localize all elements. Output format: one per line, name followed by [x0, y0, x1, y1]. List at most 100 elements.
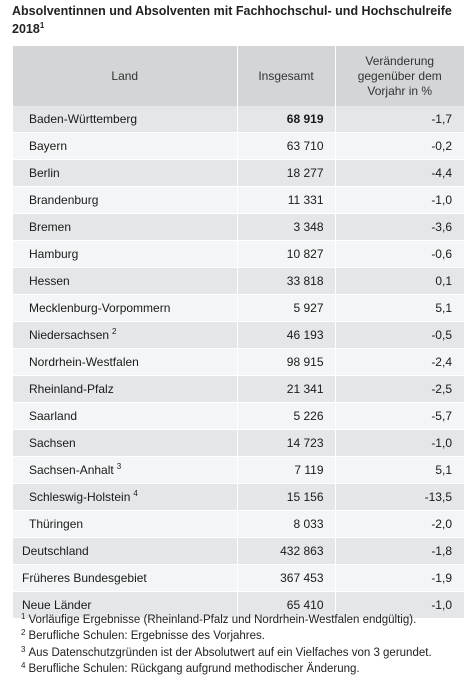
table-title-text: Absolventinnen und Absolventen mit Fachh…: [12, 4, 452, 36]
land-name: Sachsen-Anhalt: [29, 463, 114, 477]
cell-land: Hessen: [13, 267, 237, 295]
cell-insgesamt: 14 723: [236, 429, 335, 457]
cell-land: Brandenburg: [13, 186, 237, 214]
table-row: Sachsen-Anhalt 3 7 119 5,1: [13, 456, 464, 484]
cell-land: Nordrhein-Westfalen: [13, 348, 237, 376]
land-name: Berlin: [29, 166, 60, 180]
footnote-number: 4: [21, 660, 26, 670]
table-row: Saarland 5 226 -5,7: [13, 402, 464, 430]
cell-change: 5,1: [334, 294, 464, 322]
table-title: Absolventinnen und Absolventen mit Fachh…: [12, 2, 467, 38]
cell-land: Niedersachsen 2: [13, 321, 237, 349]
cell-change: -5,7: [334, 402, 464, 430]
title-footnote-ref: 1: [39, 21, 45, 30]
cell-change: -2,0: [334, 510, 464, 538]
land-name: Saarland: [29, 409, 78, 423]
cell-insgesamt: 5 927: [236, 294, 335, 322]
table-row: Hessen 33 818 0,1: [13, 267, 464, 295]
table-row: Rheinland-Pfalz 21 341 -2,5: [13, 375, 464, 403]
cell-insgesamt: 3 348: [236, 213, 335, 241]
cell-insgesamt: 432 863: [236, 537, 335, 565]
footnote-text: Berufliche Schulen: Ergebnisse des Vorja…: [28, 630, 265, 643]
table-row: Thüringen 8 033 -2,0: [13, 510, 464, 538]
cell-land: Deutschland: [13, 537, 237, 565]
cell-change: 5,1: [334, 456, 464, 484]
land-name: Niedersachsen: [29, 328, 110, 342]
cell-insgesamt: 15 156: [236, 483, 335, 511]
land-name: Deutschland: [22, 544, 89, 558]
cell-change: 0,1: [334, 267, 464, 295]
cell-change: -3,6: [334, 213, 464, 241]
land-name: Neue Länder: [22, 598, 92, 612]
cell-insgesamt: 11 331: [236, 186, 335, 214]
cell-land: Bayern: [13, 132, 237, 160]
table-row: Hamburg 10 827 -0,6: [13, 240, 464, 268]
cell-land: Sachsen-Anhalt 3: [13, 456, 237, 484]
cell-land: Mecklenburg-Vorpommern: [13, 294, 237, 322]
land-name: Baden-Württemberg: [29, 112, 138, 126]
cell-land: Hamburg: [13, 240, 237, 268]
cell-insgesamt: 21 341: [236, 375, 335, 403]
cell-insgesamt: 10 827: [236, 240, 335, 268]
cell-land: Baden-Württemberg: [13, 106, 237, 133]
cell-change: -4,4: [334, 159, 464, 187]
table-row: Schleswig-Holstein 4 15 156 -13,5: [13, 483, 464, 511]
cell-change: -13,5: [334, 483, 464, 511]
cell-insgesamt: 7 119: [236, 456, 335, 484]
land-name: Thüringen: [29, 517, 84, 531]
cell-change: -0,6: [334, 240, 464, 268]
header-change: Veränderung gegenüber dem Vorjahr in %: [334, 46, 464, 106]
land-name: Hessen: [29, 274, 70, 288]
cell-land: Rheinland-Pfalz: [13, 375, 237, 403]
footnote-text: Berufliche Schulen: Rückgang aufgrund me…: [28, 662, 360, 675]
table-row: Berlin 18 277 -4,4: [13, 159, 464, 187]
cell-change: -2,5: [334, 375, 464, 403]
table-row: Deutschland 432 863 -1,8: [13, 537, 464, 565]
footnote: 1 Vorläufige Ergebnisse (Rheinland-Pfalz …: [21, 612, 466, 628]
cell-change: -1,0: [334, 429, 464, 457]
footnote-text: Aus Datenschutzgründen ist der Absolutwe…: [28, 646, 432, 659]
land-name: Bayern: [29, 139, 68, 153]
cell-change: -0,2: [334, 132, 464, 160]
cell-land: Bremen: [13, 213, 237, 241]
header-insgesamt: Insgesamt: [236, 46, 335, 106]
cell-insgesamt: 5 226: [236, 402, 335, 430]
cell-change: -1,9: [334, 564, 464, 592]
table-body: Baden-Württemberg 68 919 -1,7 Bayern 63 710-…: [13, 106, 464, 619]
table-row: Bremen 3 348 -3,6: [13, 213, 464, 241]
land-name: Bremen: [29, 220, 72, 234]
header-land: Land: [13, 46, 237, 106]
land-name: Rheinland-Pfalz: [29, 382, 114, 396]
table-row: Niedersachsen 2 46 193 -0,5: [13, 321, 464, 349]
cell-insgesamt: 33 818: [236, 267, 335, 295]
land-name: Nordrhein-Westfalen: [29, 355, 139, 369]
cell-land: Früheres Bundesgebiet: [13, 564, 237, 592]
land-name: Früheres Bundesgebiet: [22, 571, 147, 585]
cell-change: -1,0: [334, 186, 464, 214]
table-row: Nordrhein-Westfalen 98 915 -2,4: [13, 348, 464, 376]
cell-insgesamt: 18 277: [236, 159, 335, 187]
table-row: Sachsen 14 723 -1,0: [13, 429, 464, 457]
cell-change: -0,5: [334, 321, 464, 349]
table-row: Brandenburg 11 331 -1,0: [13, 186, 464, 214]
cell-change: -1,7: [334, 106, 464, 133]
land-name: Mecklenburg-Vorpommern: [29, 301, 171, 315]
footnote-ref: 3: [116, 462, 122, 471]
header-change-text: Veränderung gegenüber dem Vorjahr in %: [357, 53, 442, 98]
cell-insgesamt: 98 915: [236, 348, 335, 376]
cell-land: Berlin: [13, 159, 237, 187]
cell-land: Neue Länder: [13, 591, 237, 619]
footnote-number: 1: [21, 612, 26, 621]
footnote-ref: 4: [133, 489, 138, 498]
cell-land: Schleswig-Holstein 4: [13, 483, 237, 511]
footnote-number: 2: [21, 628, 26, 638]
footnote-number: 3: [21, 644, 26, 654]
land-name: Schleswig-Holstein: [29, 490, 131, 504]
cell-insgesamt: 68 919: [236, 106, 335, 133]
footnote: 3 Aus Datenschutzgründen ist der Absolutw…: [21, 645, 466, 661]
land-name: Hamburg: [29, 247, 79, 261]
cell-insgesamt: 367 453: [236, 564, 335, 592]
cell-insgesamt: 46 193: [236, 321, 335, 349]
footnote-ref: 2: [112, 327, 117, 336]
footnote-text: Vorläufige Ergebnisse (Rheinland-Pfalz u…: [28, 614, 417, 626]
